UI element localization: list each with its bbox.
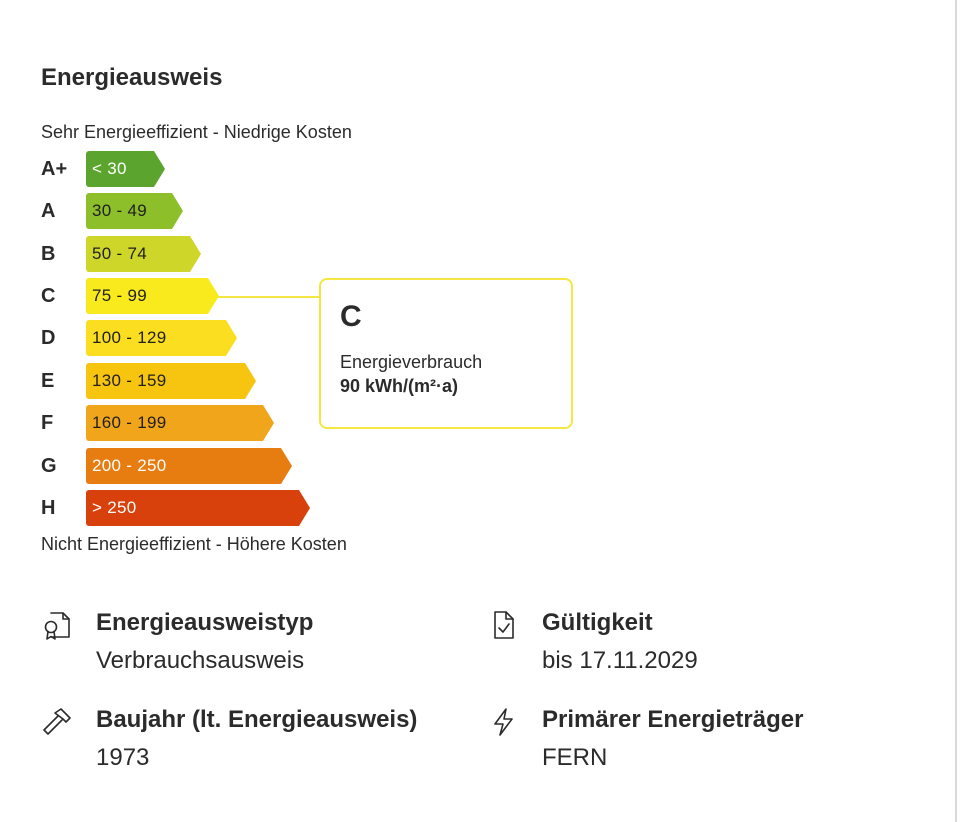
hammer-icon: [43, 708, 71, 735]
certificate-icon: [44, 612, 70, 640]
scale-bar: < 30: [86, 151, 165, 187]
class-letter: A+: [41, 158, 68, 180]
scrollbar-divider: [955, 0, 957, 822]
detail-value: 1973: [96, 744, 150, 771]
scale-row-a: A 30 - 49: [41, 193, 321, 229]
scale-bar: > 250: [86, 490, 310, 526]
scale-bar: 130 - 159: [86, 363, 256, 399]
rating-callout: C Energieverbrauch 90 kWh/(m²·a): [319, 278, 573, 429]
scale-bar: 30 - 49: [86, 193, 183, 229]
scale-row-b: B 50 - 74: [41, 236, 321, 272]
class-letter: F: [41, 412, 54, 434]
detail-value: bis 17.11.2029: [542, 647, 698, 674]
scale-row-aplus: A+ < 30: [41, 151, 321, 187]
scale-bar: 75 - 99: [86, 278, 219, 314]
scale-row-d: D 100 - 129: [41, 320, 321, 356]
scale-row-h: H > 250: [41, 490, 321, 526]
class-letter: C: [41, 285, 56, 307]
detail-label: Energieausweistyp: [96, 609, 314, 636]
rating-class: C: [340, 300, 362, 333]
class-letter: B: [41, 243, 56, 265]
class-letter: G: [41, 455, 57, 477]
scale-bar: 160 - 199: [86, 405, 274, 441]
scale-bar: 100 - 129: [86, 320, 237, 356]
lightning-icon: [494, 708, 513, 736]
detail-value: FERN: [542, 744, 608, 771]
scale-bottom-note: Nicht Energieeffizient - Höhere Kosten: [41, 534, 347, 554]
detail-label: Primärer Energieträger: [542, 706, 804, 733]
scale-row-e: E 130 - 159: [41, 363, 321, 399]
scale-row-g: G 200 - 250: [41, 448, 321, 484]
detail-value: Verbrauchsausweis: [96, 647, 305, 674]
class-letter: H: [41, 497, 56, 519]
rating-value: 90 kWh/(m²·a): [340, 376, 459, 396]
class-letter: A: [41, 200, 56, 222]
rating-label: Energieverbrauch: [340, 352, 483, 372]
detail-label: Baujahr (lt. Energieausweis): [96, 706, 418, 733]
scale-bar: 50 - 74: [86, 236, 201, 272]
scale-row-c: C 75 - 99: [41, 278, 321, 314]
section-title: Energieausweis: [41, 64, 223, 91]
class-letter: D: [41, 327, 56, 349]
scale-bar: 200 - 250: [86, 448, 292, 484]
scale-top-note: Sehr Energieeffizient - Niedrige Kosten: [41, 122, 352, 142]
scale-row-f: F 160 - 199: [41, 405, 321, 441]
class-letter: E: [41, 370, 55, 392]
document-check-icon: [494, 611, 514, 639]
detail-label: Gültigkeit: [542, 609, 653, 636]
rating-connector-line: [218, 296, 320, 298]
